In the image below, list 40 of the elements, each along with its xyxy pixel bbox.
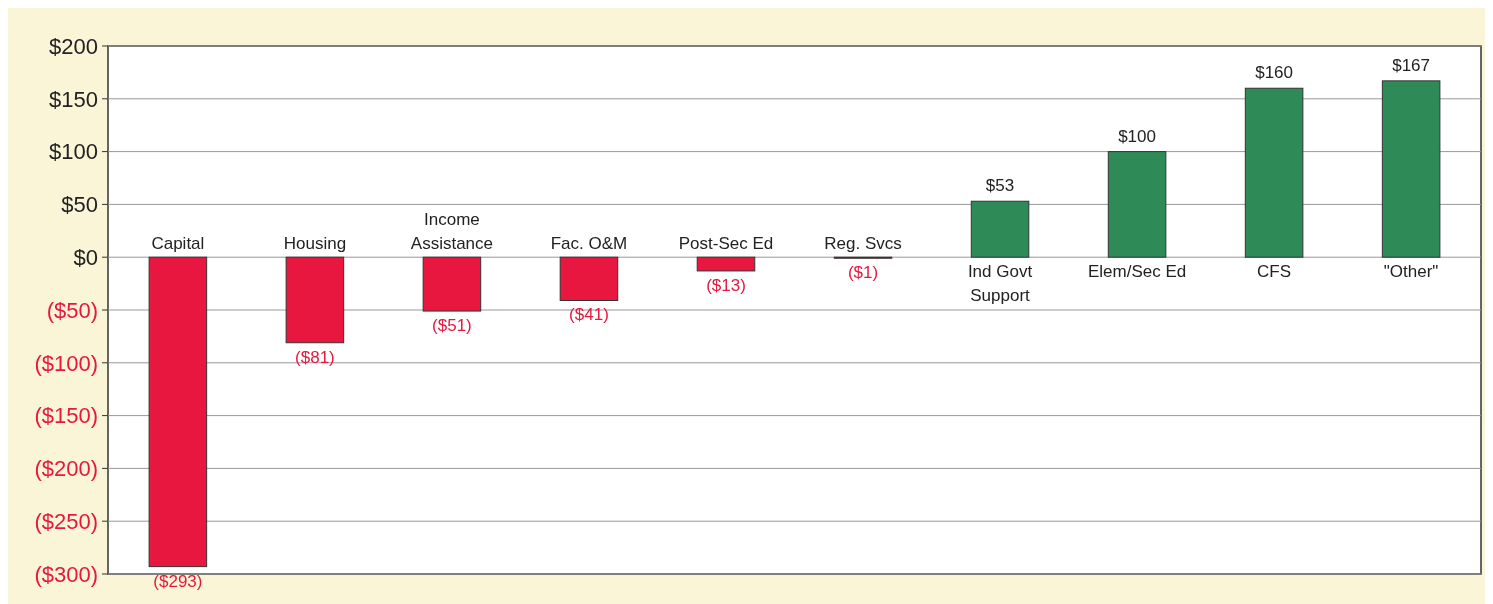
data-label: $100: [1118, 126, 1156, 146]
data-label: ($1): [847, 263, 879, 283]
data-label: ($293): [153, 571, 203, 591]
x-tick-label: CFS: [1257, 262, 1292, 282]
data-label: ($51): [432, 316, 472, 336]
y-tick-label: $150: [49, 86, 98, 112]
y-tick-label: ($100): [34, 350, 98, 376]
y-tick-label: ($300): [34, 561, 98, 587]
x-tick-label: Capital: [151, 234, 205, 254]
x-tick-label: "Other": [1383, 262, 1439, 282]
data-label: ($81): [295, 347, 335, 367]
bar: [1381, 80, 1441, 258]
x-tick-label: Ind Govt Support: [967, 262, 1033, 306]
y-tick-label: $200: [49, 33, 98, 59]
y-tick-label: ($150): [34, 403, 98, 429]
data-label: ($41): [569, 305, 609, 325]
x-tick-label: Fac. O&M: [550, 234, 628, 254]
y-tick-label: ($250): [34, 508, 98, 534]
bar: [696, 256, 756, 272]
bar: [1244, 87, 1304, 258]
y-tick-label: $0: [73, 244, 98, 270]
y-tick-label: $100: [49, 139, 98, 165]
bar: [970, 200, 1030, 258]
bar: [422, 256, 482, 312]
x-tick-label: Reg. Svcs: [824, 234, 902, 254]
x-tick-label: Elem/Sec Ed: [1087, 262, 1187, 282]
bar: [1107, 151, 1167, 258]
y-tick-label: ($200): [34, 456, 98, 482]
x-tick-label: Housing: [283, 234, 347, 254]
x-tick-label: Income Assistance: [410, 210, 494, 254]
data-label: $53: [985, 176, 1015, 196]
y-tick-label: $50: [61, 192, 98, 218]
bar: [148, 256, 208, 568]
data-label: $160: [1255, 63, 1293, 83]
y-tick-label: ($50): [46, 297, 98, 323]
data-label: ($13): [706, 275, 746, 295]
x-tick-label: Post-Sec Ed: [678, 234, 774, 254]
bar: [285, 256, 345, 344]
bar: [559, 256, 619, 301]
data-label: $167: [1392, 55, 1431, 75]
